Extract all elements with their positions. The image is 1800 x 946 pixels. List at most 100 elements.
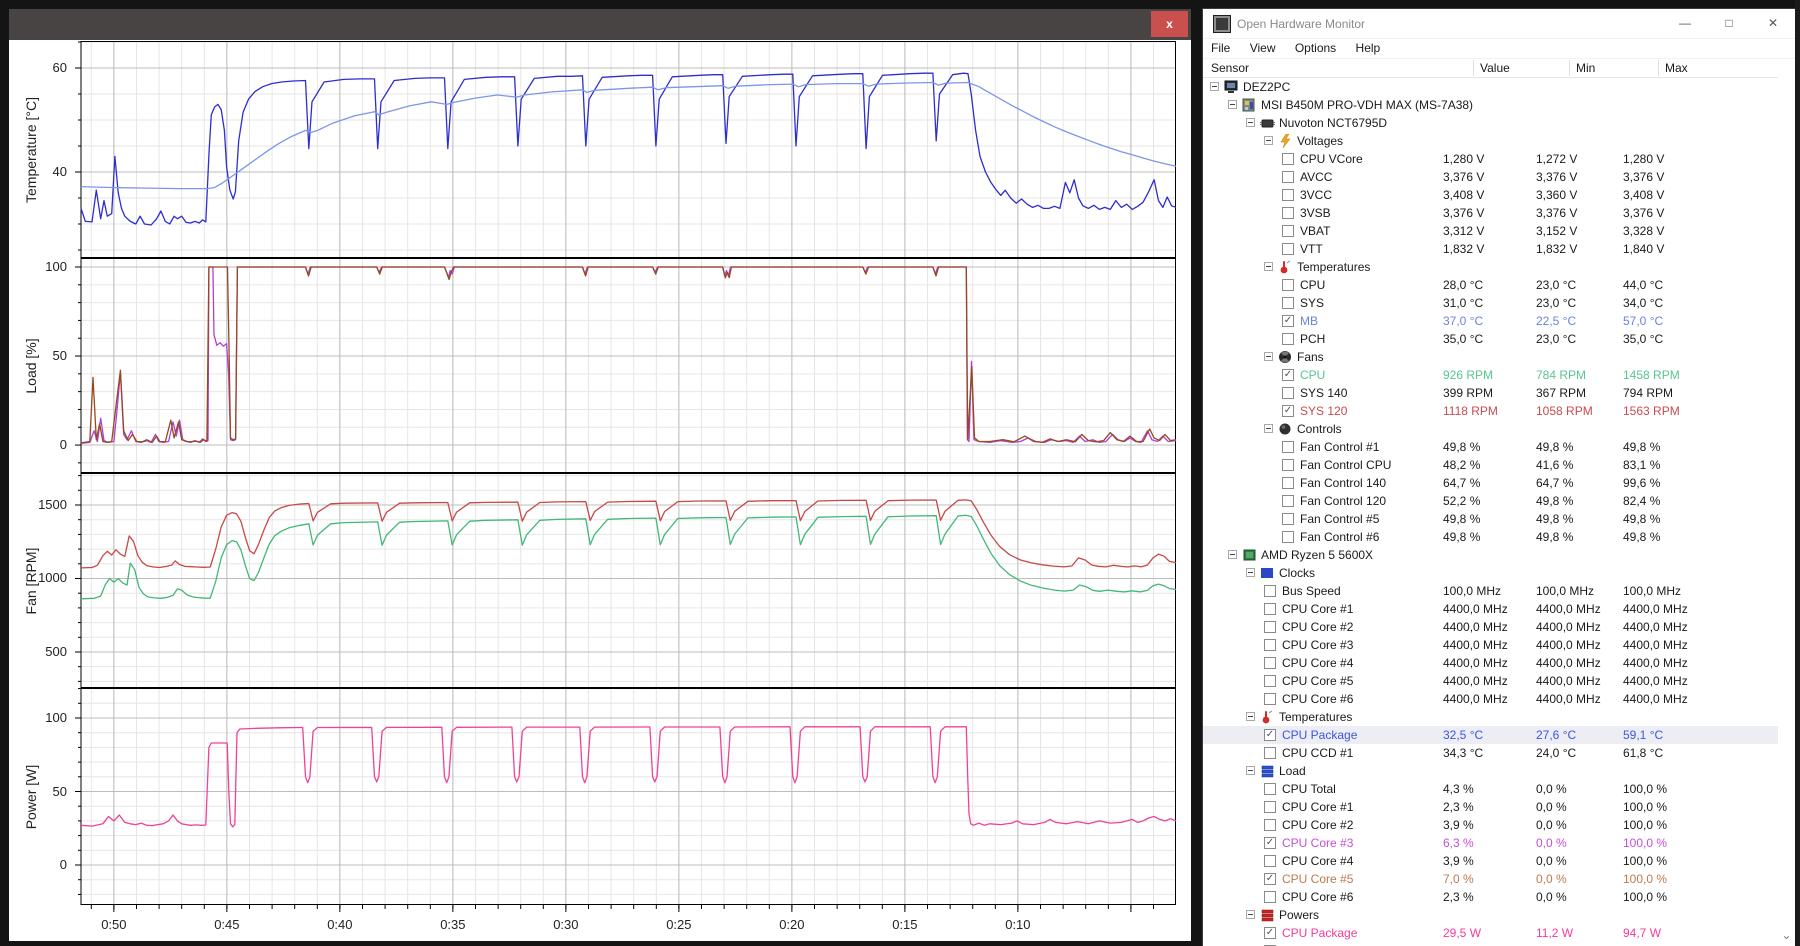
sensor-row[interactable]: CPU Core #1 4400,0 MHz 4400,0 MHz 4400,0 MH… — [1203, 600, 1795, 618]
sensor-row[interactable]: Fan Control 140 64,7 % 64,7 % 99,6 % — [1203, 474, 1795, 492]
expander-icon[interactable] — [1264, 262, 1273, 271]
checkbox-unchecked[interactable] — [1282, 189, 1294, 201]
checkbox-unchecked[interactable] — [1264, 657, 1276, 669]
sensor-row[interactable]: PCH 35,0 °C 23,0 °C 35,0 °C — [1203, 330, 1795, 348]
expander-icon[interactable] — [1264, 424, 1273, 433]
expander-icon[interactable] — [1264, 136, 1273, 145]
expander-icon[interactable] — [1228, 550, 1237, 559]
checkbox-unchecked[interactable] — [1282, 513, 1294, 525]
checkbox-checked[interactable]: ✓ — [1264, 837, 1276, 849]
menu-file[interactable]: File — [1211, 41, 1231, 55]
checkbox-unchecked[interactable] — [1282, 243, 1294, 255]
sensor-row[interactable]: Fan Control #5 49,8 % 49,8 % 49,8 % — [1203, 510, 1795, 528]
checkbox-unchecked[interactable] — [1264, 783, 1276, 795]
column-max[interactable]: Max — [1665, 61, 1688, 75]
checkbox-checked[interactable]: ✓ — [1282, 315, 1294, 327]
tree-node-row[interactable]: Temperatures — [1203, 258, 1795, 276]
checkbox-unchecked[interactable] — [1264, 747, 1276, 759]
sensor-row[interactable]: Bus Speed 100,0 MHz 100,0 MHz 100,0 MHz — [1203, 582, 1795, 600]
checkbox-checked[interactable]: ✓ — [1264, 873, 1276, 885]
expander-icon[interactable] — [1264, 352, 1273, 361]
sensor-row[interactable]: SYS 31,0 °C 23,0 °C 34,0 °C — [1203, 294, 1795, 312]
sensor-row[interactable]: 3VSB 3,376 V 3,376 V 3,376 V — [1203, 204, 1795, 222]
sensor-row[interactable]: Fan Control 120 52,2 % 49,8 % 82,4 % — [1203, 492, 1795, 510]
checkbox-unchecked[interactable] — [1282, 441, 1294, 453]
checkbox-checked[interactable]: ✓ — [1282, 405, 1294, 417]
column-sensor[interactable]: Sensor — [1211, 61, 1250, 75]
tree-node-row[interactable]: Powers — [1203, 906, 1795, 924]
menu-view[interactable]: View — [1249, 41, 1276, 55]
column-separator[interactable] — [1569, 60, 1570, 76]
sensor-row[interactable]: CPU CCD #1 34,3 °C 24,0 °C 61,8 °C — [1203, 744, 1795, 762]
checkbox-unchecked[interactable] — [1264, 819, 1276, 831]
sensor-row[interactable]: Fan Control CPU 48,2 % 41,6 % 83,1 % — [1203, 456, 1795, 474]
expander-icon[interactable] — [1246, 766, 1255, 775]
chevron-down-icon[interactable]: ⌄ — [1781, 928, 1792, 942]
scrollbar[interactable]: ⌄ — [1778, 75, 1795, 946]
sensor-row[interactable]: CPU Core #6 2,3 % 0,0 % 100,0 % — [1203, 888, 1795, 906]
expander-icon[interactable] — [1246, 118, 1255, 127]
checkbox-checked[interactable]: ✓ — [1282, 369, 1294, 381]
sensor-row[interactable]: CPU Total 4,3 % 0,0 % 100,0 % — [1203, 780, 1795, 798]
checkbox-unchecked[interactable] — [1282, 279, 1294, 291]
sensor-row[interactable]: ✓ CPU Package 29,5 W 11,2 W 94,7 W — [1203, 924, 1795, 942]
checkbox-unchecked[interactable] — [1282, 171, 1294, 183]
menu-help[interactable]: Help — [1355, 41, 1381, 55]
sensor-row[interactable]: CPU Core #4 4400,0 MHz 4400,0 MHz 4400,0 MH… — [1203, 654, 1795, 672]
tree-node-row[interactable]: DEZ2PC — [1203, 78, 1795, 96]
column-separator[interactable] — [1473, 60, 1474, 76]
sensor-row[interactable]: CPU Core #5 4400,0 MHz 4400,0 MHz 4400,0 MH… — [1203, 672, 1795, 690]
minimize-button[interactable]: — — [1679, 16, 1691, 30]
sensor-row[interactable]: ✓ CPU Core #5 7,0 % 0,0 % 100,0 % — [1203, 870, 1795, 888]
tree-node-row[interactable]: Controls — [1203, 420, 1795, 438]
checkbox-checked[interactable]: ✓ — [1264, 729, 1276, 741]
sensor-row[interactable]: CPU Core #1 2,3 % 0,0 % 100,0 % — [1203, 798, 1795, 816]
sensor-row[interactable]: CPU 28,0 °C 23,0 °C 44,0 °C — [1203, 276, 1795, 294]
checkbox-unchecked[interactable] — [1264, 675, 1276, 687]
sensor-row[interactable]: CPU Core #6 4400,0 MHz 4400,0 MHz 4400,0 MH… — [1203, 690, 1795, 708]
checkbox-unchecked[interactable] — [1264, 693, 1276, 705]
checkbox-checked[interactable]: ✓ — [1264, 927, 1276, 939]
checkbox-unchecked[interactable] — [1264, 855, 1276, 867]
sensor-row[interactable]: ✓ CPU Core #3 6,3 % 0,0 % 100,0 % — [1203, 834, 1795, 852]
sensor-row[interactable]: ✓ CPU Package 32,5 °C 27,6 °C 59,1 °C — [1203, 726, 1795, 744]
checkbox-unchecked[interactable] — [1282, 333, 1294, 345]
sensor-row[interactable]: CPU Core #3 4400,0 MHz 4400,0 MHz 4400,0 MH… — [1203, 636, 1795, 654]
sensor-row[interactable] — [1203, 942, 1795, 946]
expander-icon[interactable] — [1228, 100, 1237, 109]
sensor-row[interactable]: Fan Control #1 49,8 % 49,8 % 49,8 % — [1203, 438, 1795, 456]
checkbox-unchecked[interactable] — [1282, 495, 1294, 507]
tree-node-row[interactable]: Temperatures — [1203, 708, 1795, 726]
checkbox-unchecked[interactable] — [1264, 585, 1276, 597]
tree-node-row[interactable]: Voltages — [1203, 132, 1795, 150]
column-separator[interactable] — [1658, 60, 1659, 76]
ohm-titlebar[interactable]: Open Hardware Monitor — □ ✕ — [1203, 9, 1795, 39]
column-min[interactable]: Min — [1576, 61, 1596, 75]
checkbox-unchecked[interactable] — [1264, 801, 1276, 813]
sensor-row[interactable]: CPU VCore 1,280 V 1,272 V 1,280 V — [1203, 150, 1795, 168]
sensor-row[interactable]: ✓ CPU 926 RPM 784 RPM 1458 RPM — [1203, 366, 1795, 384]
checkbox-unchecked[interactable] — [1282, 153, 1294, 165]
sensor-row[interactable]: 3VCC 3,408 V 3,360 V 3,408 V — [1203, 186, 1795, 204]
expander-icon[interactable] — [1246, 910, 1255, 919]
checkbox-unchecked[interactable] — [1282, 477, 1294, 489]
sensor-row[interactable]: VBAT 3,312 V 3,152 V 3,328 V — [1203, 222, 1795, 240]
tree-node-row[interactable]: Load — [1203, 762, 1795, 780]
tree-node-row[interactable]: Fans — [1203, 348, 1795, 366]
sensor-row[interactable]: VTT 1,832 V 1,832 V 1,840 V — [1203, 240, 1795, 258]
checkbox-unchecked[interactable] — [1282, 225, 1294, 237]
close-button[interactable]: ✕ — [1767, 16, 1779, 30]
close-button[interactable]: x — [1151, 11, 1188, 37]
sensor-row[interactable]: ✓ MB 37,0 °C 22,5 °C 57,0 °C — [1203, 312, 1795, 330]
checkbox-unchecked[interactable] — [1282, 387, 1294, 399]
sensor-row[interactable]: Fan Control #6 49,8 % 49,8 % 49,8 % — [1203, 528, 1795, 546]
checkbox-unchecked[interactable] — [1264, 639, 1276, 651]
checkbox-unchecked[interactable] — [1264, 621, 1276, 633]
sensor-row[interactable]: CPU Core #2 4400,0 MHz 4400,0 MHz 4400,0 MH… — [1203, 618, 1795, 636]
sensor-row[interactable]: CPU Core #4 3,9 % 0,0 % 100,0 % — [1203, 852, 1795, 870]
sensor-row[interactable]: ✓ SYS 120 1118 RPM 1058 RPM 1563 RPM — [1203, 402, 1795, 420]
plot-window-titlebar[interactable]: x — [9, 9, 1191, 40]
menu-options[interactable]: Options — [1294, 41, 1337, 55]
tree-node-row[interactable]: Nuvoton NCT6795D — [1203, 114, 1795, 132]
sensor-row[interactable]: AVCC 3,376 V 3,376 V 3,376 V — [1203, 168, 1795, 186]
